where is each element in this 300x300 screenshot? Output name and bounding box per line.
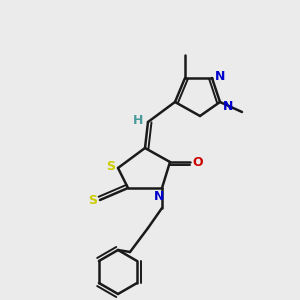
Text: O: O [193, 155, 203, 169]
Text: N: N [215, 70, 225, 83]
Text: H: H [133, 113, 143, 127]
Text: S: S [88, 194, 98, 206]
Text: N: N [154, 190, 164, 202]
Text: S: S [106, 160, 116, 173]
Text: N: N [223, 100, 233, 112]
